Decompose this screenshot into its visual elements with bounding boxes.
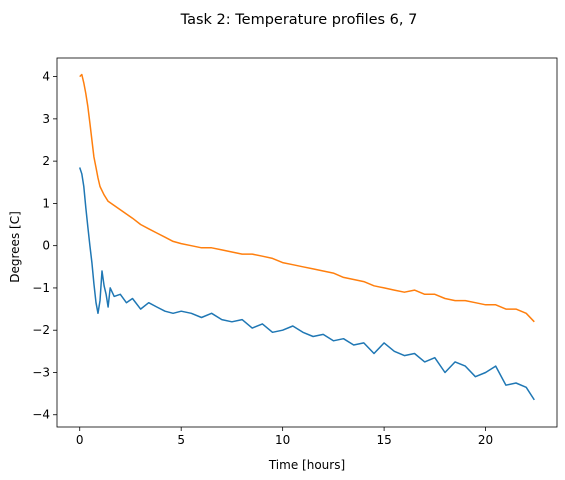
x-tick-label: 5 bbox=[177, 433, 185, 447]
y-tick-label: −1 bbox=[32, 281, 50, 295]
series-line-2 bbox=[79, 73, 535, 323]
y-axis-label: Degrees [C] bbox=[8, 211, 22, 282]
axis-ticks: 0 5 10 15 20 −4 −3 −2 −1 0 1 2 3 4 bbox=[32, 70, 493, 447]
plot-frame bbox=[56, 57, 558, 428]
y-tick-label: 2 bbox=[42, 154, 50, 168]
x-tick-label: 15 bbox=[376, 433, 391, 447]
x-axis-label: Time [hours] bbox=[268, 458, 345, 472]
y-tick-label: −4 bbox=[32, 408, 50, 422]
y-tick-label: 4 bbox=[42, 70, 50, 84]
y-tick-label: 0 bbox=[42, 239, 50, 253]
y-tick-label: 1 bbox=[42, 196, 50, 210]
chart-title: Task 2: Temperature profiles 6, 7 bbox=[180, 12, 418, 28]
plot-area bbox=[78, 73, 535, 401]
x-tick-label: 10 bbox=[275, 433, 290, 447]
y-tick-label: −2 bbox=[32, 323, 50, 337]
series-line-1 bbox=[78, 167, 535, 401]
y-tick-label: −3 bbox=[32, 365, 50, 379]
y-tick-label: 3 bbox=[42, 112, 50, 126]
x-tick-label: 0 bbox=[76, 433, 84, 447]
x-tick-label: 20 bbox=[478, 433, 493, 447]
